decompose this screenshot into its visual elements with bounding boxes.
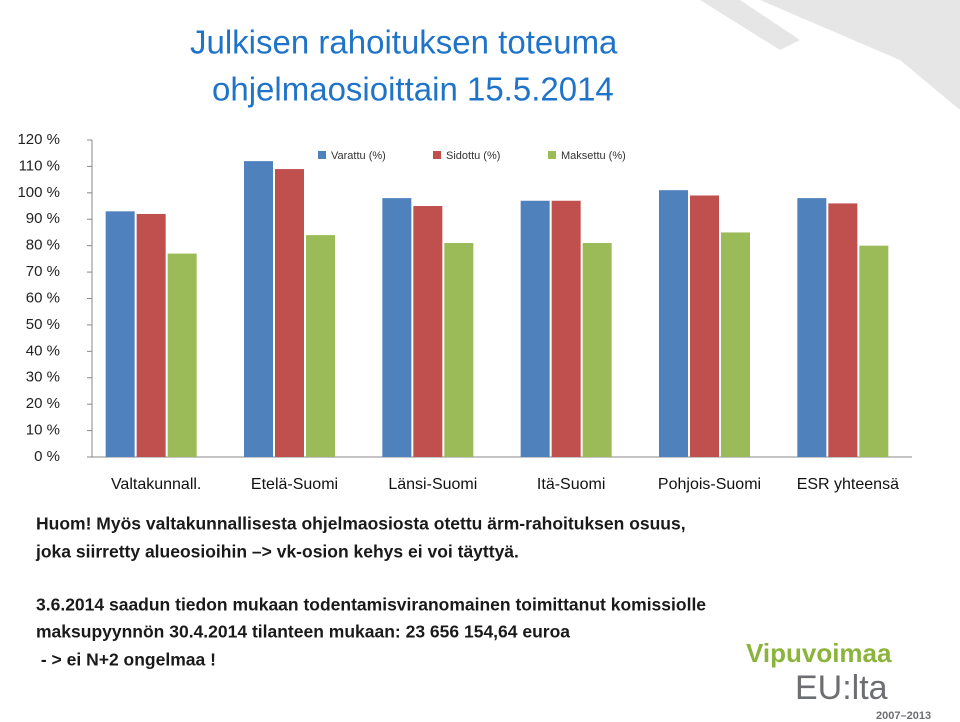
note: maksupyynnön 30.4.2014 tilanteen mukaan:… bbox=[36, 622, 570, 642]
bar bbox=[582, 243, 612, 457]
logo-name: Vipuvoimaa bbox=[746, 638, 892, 668]
x-tick-label: Valtakunnall. bbox=[111, 476, 201, 493]
slide-title: ohjelmaosioittain 15.5.2014 bbox=[212, 71, 614, 108]
decoration bbox=[700, 0, 960, 110]
legend-label: Sidottu (%) bbox=[446, 150, 500, 162]
y-tick-label: 70 % bbox=[26, 263, 60, 280]
bar bbox=[136, 213, 166, 457]
x-tick-label: Länsi-Suomi bbox=[388, 476, 477, 493]
bar bbox=[382, 198, 412, 457]
y-tick-label: 120 % bbox=[17, 131, 60, 148]
bar bbox=[797, 198, 827, 457]
logo-sub: EU:lta bbox=[795, 669, 888, 707]
bar bbox=[275, 169, 304, 457]
slide-title: Julkisen rahoituksen toteuma bbox=[190, 24, 618, 61]
x-tick-label: ESR yhteensä bbox=[797, 476, 899, 493]
y-tick-label: 100 % bbox=[17, 184, 60, 201]
note: - > ei N+2 ongelmaa ! bbox=[36, 650, 216, 670]
bar bbox=[413, 206, 443, 457]
bar bbox=[690, 195, 719, 457]
bar bbox=[306, 235, 335, 457]
bar bbox=[721, 232, 750, 457]
bar bbox=[167, 253, 197, 457]
y-tick-label: 40 % bbox=[26, 342, 60, 359]
y-tick-label: 80 % bbox=[26, 237, 60, 254]
bar bbox=[444, 243, 474, 457]
note: 3.6.2014 saadun tiedon mukaan todentamis… bbox=[36, 595, 706, 615]
y-tick-label: 60 % bbox=[26, 289, 60, 306]
y-tick-label: 0 % bbox=[34, 448, 60, 465]
y-tick-label: 90 % bbox=[26, 210, 60, 227]
y-tick-label: 10 % bbox=[26, 422, 60, 439]
y-tick-label: 30 % bbox=[26, 369, 60, 386]
x-tick-label: Etelä-Suomi bbox=[251, 476, 338, 493]
bar bbox=[244, 161, 273, 457]
y-tick-label: 50 % bbox=[26, 316, 60, 333]
logo-years: 2007–2013 bbox=[876, 710, 931, 722]
bar bbox=[859, 245, 889, 457]
y-tick-label: 110 % bbox=[19, 157, 60, 174]
bar bbox=[659, 190, 688, 458]
legend-label: Varattu (%) bbox=[331, 150, 386, 162]
bar bbox=[105, 211, 135, 457]
x-tick-label: Itä-Suomi bbox=[537, 476, 605, 493]
note: Huom! Myös valtakunnallisesta ohjelmaosi… bbox=[36, 514, 686, 534]
plot-area bbox=[62, 128, 930, 500]
y-tick-label: 20 % bbox=[26, 395, 60, 412]
legend-swatch bbox=[548, 151, 556, 159]
bar bbox=[551, 200, 581, 457]
legend-swatch bbox=[318, 151, 326, 159]
legend-swatch bbox=[433, 151, 441, 159]
x-tick-label: Pohjois-Suomi bbox=[658, 476, 761, 493]
bar bbox=[520, 200, 550, 457]
legend-label: Maksettu (%) bbox=[561, 150, 626, 162]
note: joka siirretty alueosioihin –> vk-osion … bbox=[35, 542, 519, 562]
bar bbox=[828, 203, 858, 457]
